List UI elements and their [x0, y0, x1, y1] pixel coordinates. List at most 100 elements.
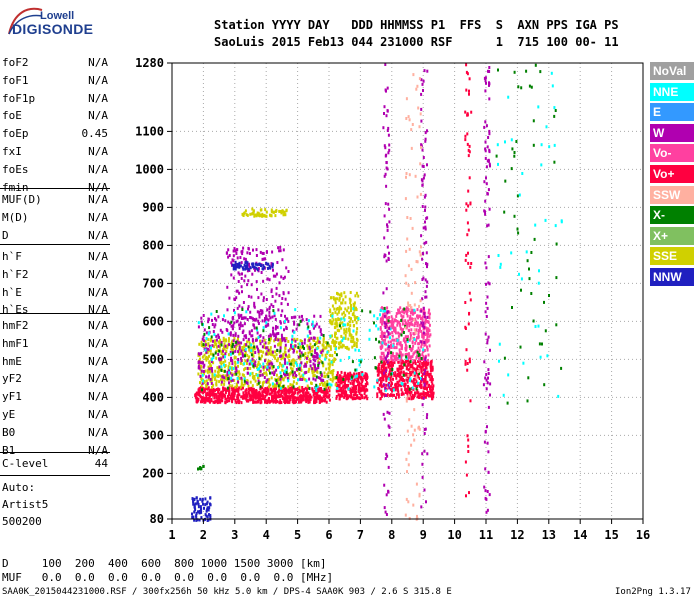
- data-point: [229, 358, 232, 362]
- data-point: [413, 408, 416, 412]
- data-point: [349, 324, 352, 328]
- data-point: [265, 315, 268, 319]
- data-point: [395, 396, 397, 400]
- data-point: [317, 366, 320, 370]
- data-point: [540, 143, 543, 147]
- data-point: [380, 394, 383, 398]
- data-point: [212, 344, 215, 348]
- data-point: [417, 426, 420, 430]
- data-point: [279, 320, 282, 324]
- data-point: [315, 375, 318, 379]
- data-point: [425, 284, 428, 288]
- data-point: [388, 316, 390, 319]
- data-point: [465, 253, 468, 257]
- data-point: [421, 297, 424, 301]
- data-point: [340, 340, 343, 344]
- data-point: [246, 264, 249, 267]
- data-point: [418, 372, 420, 376]
- data-point: [293, 315, 296, 319]
- data-point: [311, 345, 314, 349]
- data-point: [253, 326, 256, 330]
- data-point: [310, 336, 313, 340]
- data-point: [342, 384, 345, 388]
- data-point: [240, 378, 243, 382]
- data-point: [255, 326, 258, 330]
- data-point: [297, 387, 300, 391]
- data-point: [414, 331, 417, 335]
- clevel-value: 44: [94, 457, 108, 470]
- data-point: [334, 333, 336, 336]
- data-point: [329, 345, 332, 349]
- data-point: [488, 129, 491, 133]
- data-point: [231, 327, 234, 331]
- data-point: [201, 361, 204, 365]
- data-point: [220, 368, 223, 372]
- data-point: [489, 393, 491, 397]
- data-point: [283, 392, 286, 396]
- data-point: [497, 162, 499, 166]
- data-point: [342, 311, 345, 315]
- data-point: [240, 401, 243, 405]
- data-point: [326, 350, 329, 354]
- data-point: [411, 123, 414, 126]
- data-point: [424, 375, 427, 379]
- data-point: [275, 368, 278, 372]
- data-point: [486, 145, 489, 149]
- data-point: [248, 348, 251, 352]
- data-point: [269, 213, 271, 217]
- data-point: [206, 369, 209, 373]
- data-point: [539, 355, 542, 359]
- data-point: [325, 356, 328, 359]
- data-point: [296, 363, 298, 367]
- data-point: [236, 377, 239, 380]
- data-point: [333, 359, 336, 363]
- data-point: [284, 346, 287, 350]
- data-point: [256, 310, 259, 314]
- data-point: [350, 339, 353, 343]
- data-point: [228, 337, 230, 341]
- data-point: [466, 113, 469, 117]
- data-point: [464, 258, 467, 262]
- data-point: [428, 344, 431, 348]
- data-point: [237, 341, 240, 345]
- data-point: [254, 318, 257, 322]
- data-point: [209, 515, 212, 519]
- data-point: [380, 355, 383, 359]
- data-point: [261, 381, 264, 385]
- data-point: [273, 373, 276, 376]
- data-point: [251, 349, 254, 353]
- data-point: [299, 377, 302, 381]
- data-point: [393, 357, 396, 361]
- y-tick-label: 300: [142, 428, 164, 442]
- data-point: [262, 365, 265, 369]
- data-point: [396, 342, 398, 346]
- data-point: [409, 331, 412, 335]
- data-point: [205, 393, 208, 397]
- data-point: [199, 497, 202, 501]
- data-point: [269, 383, 272, 387]
- data-point: [228, 369, 231, 373]
- data-point: [467, 450, 470, 453]
- data-point: [245, 336, 248, 340]
- data-point: [210, 381, 213, 385]
- data-point: [279, 394, 282, 398]
- data-point: [403, 383, 406, 387]
- data-point: [249, 372, 252, 376]
- data-point: [488, 97, 491, 101]
- data-point: [302, 373, 305, 377]
- data-point: [396, 352, 399, 356]
- data-point: [308, 345, 311, 349]
- data-point: [553, 143, 556, 147]
- data-point: [289, 397, 292, 401]
- data-point: [381, 315, 384, 319]
- data-point: [213, 396, 216, 400]
- data-point: [209, 496, 212, 500]
- data-point: [237, 334, 240, 338]
- data-point: [293, 320, 296, 324]
- data-point: [428, 383, 431, 387]
- data-point: [262, 380, 265, 384]
- data-point: [390, 356, 393, 360]
- data-point: [218, 365, 221, 369]
- data-point: [222, 348, 225, 351]
- data-point: [267, 323, 270, 327]
